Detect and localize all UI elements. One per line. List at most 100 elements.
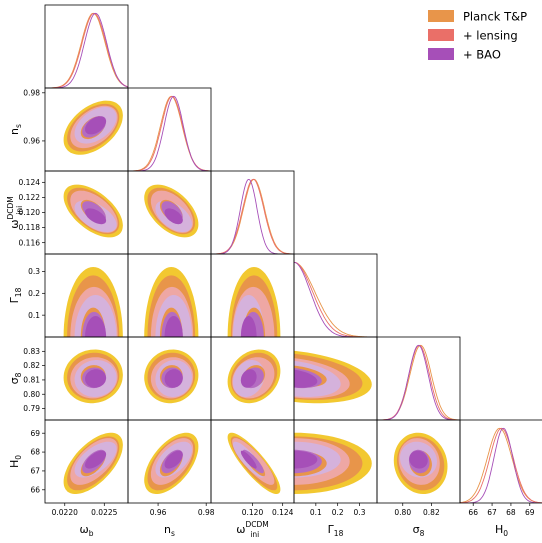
ylabel-sigma_8: σ8: [8, 372, 23, 384]
contour-68-bao: [85, 369, 107, 388]
panel-frame: [459, 419, 542, 504]
contour-68-bao: [85, 316, 107, 337]
xtick-label: 0.0225: [91, 508, 117, 517]
ylabel-omega_ini_dcdm: ωDCDMini: [6, 196, 24, 228]
xtick-label: 0.96: [150, 508, 167, 517]
contour-68-bao: [164, 450, 183, 469]
ytick-label: 0.2: [28, 289, 40, 298]
pdf-line-Gamma_18-lensing: [294, 261, 377, 337]
contour-68-bao: [240, 369, 257, 388]
ylabel-H_0: H0: [8, 455, 23, 468]
contour-68-bao: [85, 450, 107, 469]
contour-panel-H_0-vs-Gamma_18: [294, 432, 372, 494]
diag-panel-omega_b: [45, 12, 128, 88]
ytick-label: 0.80: [23, 390, 40, 399]
contour-panel-sigma_8-vs-Gamma_18: [294, 350, 372, 404]
contour-panel-sigma_8-vs-n_s: [144, 349, 199, 404]
legend-swatch: [428, 29, 454, 41]
diag-panel-sigma_8: [377, 344, 460, 420]
pdf-line-omega_ini_dcdm-lensing: [211, 178, 294, 254]
pdf-line-n_s-bao: [128, 95, 211, 171]
xtick-label: 0.0220: [52, 508, 78, 517]
contour-68-bao: [164, 208, 183, 225]
ytick-label: 0.122: [19, 193, 41, 202]
ytick-label: 67: [30, 467, 40, 476]
xtick-label: 0.3: [354, 508, 366, 517]
contour-panel-omega_ini_dcdm-vs-n_s: [144, 184, 199, 238]
xlabel-H_0: H0: [495, 523, 508, 538]
xtick-label: 0.120: [242, 508, 264, 517]
contour-panel-sigma_8-vs-omega_ini_dcdm: [227, 349, 281, 404]
xtick-label: 0.1: [310, 508, 322, 517]
xtick-label: 69: [525, 508, 535, 517]
contour-panel-Gamma_18-vs-omega_ini_dcdm: [227, 267, 281, 337]
xtick-label: 0.80: [394, 508, 411, 517]
panel-frame: [376, 336, 461, 421]
contour-panel-Gamma_18-vs-omega_b: [63, 267, 123, 337]
contour-68-bao: [85, 208, 107, 225]
legend-swatch: [428, 10, 454, 22]
xtick-label: 0.82: [423, 508, 440, 517]
contour-68-bao: [240, 316, 257, 337]
pdf-line-Gamma_18-planck: [294, 261, 377, 337]
contour-panel-n_s-vs-omega_b: [63, 100, 123, 155]
pdf-line-H_0-lensing: [460, 427, 542, 503]
legend-label: Planck T&P: [463, 10, 527, 24]
panel-frame: [293, 253, 378, 338]
diag-panel-omega_ini_dcdm: [211, 178, 294, 254]
xlabel-sigma_8: σ8: [413, 523, 425, 538]
xtick-label: 0.2: [332, 508, 344, 517]
ytick-label: 0.82: [23, 361, 40, 370]
contour-68-bao: [409, 450, 428, 469]
pdf-line-n_s-planck: [128, 95, 211, 171]
ylabel-Gamma_18: Γ18: [8, 287, 23, 303]
ytick-label: 68: [30, 448, 40, 457]
panel-frame: [127, 87, 212, 172]
diag-panel-H_0: [460, 427, 542, 503]
panel-frame: [210, 170, 295, 255]
contour-68-bao: [164, 369, 183, 388]
contour-panel-omega_ini_dcdm-vs-omega_b: [63, 184, 123, 238]
ytick-label: 0.118: [19, 223, 41, 232]
contour-panel-H_0-vs-sigma_8: [393, 432, 448, 494]
pdf-line-sigma_8-planck: [377, 344, 460, 420]
xlabel-Gamma_18: Γ18: [328, 523, 344, 538]
pdf-line-omega_ini_dcdm-bao: [211, 178, 294, 254]
pdf-line-omega_b-planck: [45, 12, 128, 88]
contour-panel-H_0-vs-omega_b: [63, 432, 123, 494]
contour-panel-Gamma_18-vs-n_s: [144, 267, 199, 337]
pdf-line-omega_ini_dcdm-planck: [211, 178, 294, 254]
diag-panel-Gamma_18: [294, 261, 377, 337]
legend-label: + BAO: [463, 48, 501, 62]
ytick-label: 0.98: [23, 88, 40, 97]
contour-68-bao: [164, 316, 183, 337]
contour-panel-H_0-vs-omega_ini_dcdm: [227, 432, 281, 494]
ytick-label: 0.116: [19, 238, 41, 247]
pdf-line-H_0-planck: [460, 427, 542, 503]
ylabel-n_s: ns: [8, 124, 23, 135]
pdf-line-sigma_8-bao: [377, 344, 460, 420]
xtick-label: 0.98: [198, 508, 215, 517]
xlabel-omega_b: ωb: [80, 523, 94, 538]
ytick-label: 0.79: [23, 404, 40, 413]
pdf-line-sigma_8-lensing: [377, 344, 460, 420]
contour-68-bao: [294, 369, 318, 388]
contour-68-bao: [294, 450, 318, 469]
legend-label: + lensing: [463, 29, 518, 43]
xtick-label: 0.124: [272, 508, 294, 517]
pdf-line-n_s-lensing: [128, 95, 211, 171]
xtick-label: 67: [487, 508, 497, 517]
ytick-label: 0.3: [28, 267, 40, 276]
ytick-label: 0.124: [19, 178, 41, 187]
contour-panel-H_0-vs-n_s: [144, 432, 199, 494]
contour-68-bao: [85, 116, 107, 135]
pdf-line-Gamma_18-bao: [294, 261, 377, 337]
ytick-label: 0.96: [23, 137, 40, 146]
xlabel-n_s: ns: [164, 523, 175, 538]
ytick-label: 0.81: [23, 376, 40, 385]
ytick-label: 0.83: [23, 347, 40, 356]
ytick-label: 66: [30, 485, 40, 494]
pdf-line-H_0-bao: [460, 427, 542, 503]
contour-68-bao: [240, 450, 257, 469]
